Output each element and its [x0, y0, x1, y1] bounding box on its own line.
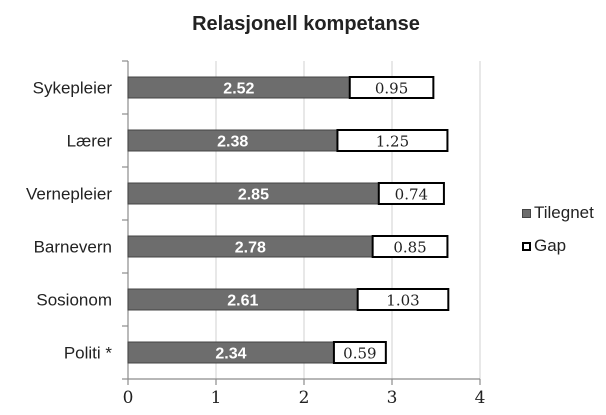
bar-gap [336, 129, 449, 152]
data-label-tilegnet: 2.52 [223, 81, 254, 98]
data-label-gap: 0.74 [395, 186, 428, 204]
x-tick-label: 4 [475, 388, 486, 408]
x-tick-label: 3 [387, 388, 398, 408]
bar-gap [356, 288, 450, 311]
bar-gap [377, 182, 445, 205]
grid-lines [215, 61, 481, 379]
legend-item-gap: Gap [522, 234, 606, 258]
data-label-gap: 0.85 [393, 239, 426, 257]
legend-label-tilegnet: Tilegnet [534, 203, 594, 222]
bar-gap [371, 235, 449, 258]
data-label-gap: 0.59 [343, 345, 376, 363]
y-category-label: Lærer [67, 132, 113, 151]
x-tick-label: 1 [211, 388, 222, 408]
labels: 0 1 2 3 4 Sykepleier 2.52 0.95 Lærer 2.38 1.25 Vern… [26, 79, 485, 409]
y-category-label: Sykepleier [33, 79, 113, 98]
data-label-gap: 1.25 [376, 133, 409, 151]
legend-swatch-gap [522, 241, 531, 251]
x-tick-label: 0 [123, 388, 134, 408]
data-label-gap: 1.03 [386, 292, 419, 310]
axes [122, 60, 481, 385]
x-tick-label: 2 [299, 388, 310, 408]
data-label-tilegnet: 2.34 [215, 346, 246, 363]
data-label-gap: 0.95 [375, 80, 408, 98]
data-label-tilegnet: 2.85 [238, 187, 269, 204]
data-label-tilegnet: 2.78 [235, 240, 266, 257]
data-label-tilegnet: 2.38 [217, 134, 248, 151]
y-category-label: Politi * [64, 344, 113, 363]
chart-title: Relasjonell kompetanse [192, 13, 420, 35]
legend-item-tilegnet: Tilegnet [522, 201, 606, 225]
legend-label-gap: Gap [534, 236, 567, 255]
bars [127, 76, 450, 364]
y-category-label: Vernepleier [26, 185, 112, 204]
legend: Tilegnet Gap [522, 201, 606, 267]
y-category-label: Sosionom [36, 291, 112, 310]
legend-swatch-tilegnet [522, 208, 531, 218]
data-label-tilegnet: 2.61 [227, 293, 258, 310]
y-category-label: Barnevern [34, 238, 112, 257]
bar-gap [332, 341, 387, 364]
bar-gap [348, 76, 435, 99]
